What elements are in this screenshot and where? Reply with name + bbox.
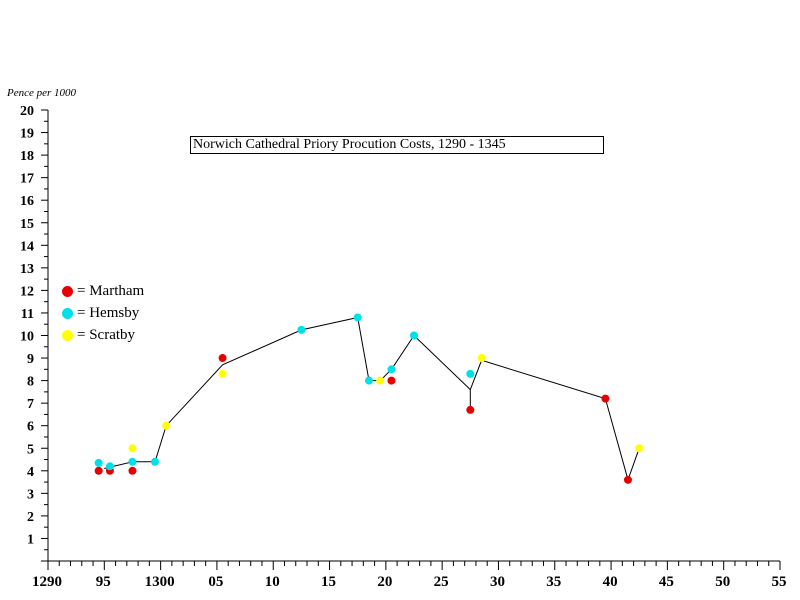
x-tick-label: 10 bbox=[265, 574, 280, 590]
trend-line bbox=[104, 316, 640, 482]
y-tick-label: 12 bbox=[20, 284, 34, 299]
y-tick-label: 6 bbox=[27, 420, 34, 435]
x-tick-label: 30 bbox=[490, 574, 505, 590]
y-tick-label: 3 bbox=[27, 487, 34, 502]
legend-prefix: = bbox=[77, 304, 86, 321]
y-tick-label: 2 bbox=[27, 510, 34, 525]
point-hemsby bbox=[105, 462, 114, 471]
point-hemsby bbox=[466, 369, 475, 378]
y-tick-label: 20 bbox=[20, 104, 34, 119]
y-tick-label: 11 bbox=[21, 307, 34, 322]
y-tick-label: 5 bbox=[27, 442, 34, 457]
trend-line-group bbox=[104, 316, 640, 482]
y-tick-label: 14 bbox=[20, 239, 34, 254]
legend-marker-scratby bbox=[62, 329, 73, 341]
legend: = Martham = Hemsby = Scratby bbox=[62, 280, 144, 346]
point-scratby bbox=[376, 376, 385, 385]
point-scratby bbox=[218, 369, 227, 378]
data-points bbox=[94, 313, 644, 484]
point-hemsby bbox=[387, 365, 396, 374]
point-martham bbox=[218, 354, 227, 363]
y-tick-label: 9 bbox=[27, 352, 34, 367]
y-tick-label: 16 bbox=[20, 194, 34, 209]
x-tick-label: 40 bbox=[603, 574, 618, 590]
legend-item-hemsby: = Hemsby bbox=[62, 302, 144, 324]
x-tick-label: 35 bbox=[546, 574, 561, 590]
y-tick-label: 7 bbox=[27, 397, 34, 412]
point-martham bbox=[466, 405, 475, 414]
legend-label-martham: Martham bbox=[89, 282, 145, 299]
point-hemsby bbox=[353, 313, 362, 322]
point-hemsby bbox=[150, 457, 159, 466]
point-martham bbox=[623, 475, 632, 484]
y-tick-label: 17 bbox=[20, 172, 34, 187]
x-tick-label: 20 bbox=[377, 574, 392, 590]
point-scratby bbox=[635, 444, 644, 453]
x-tick-label: 15 bbox=[321, 574, 336, 590]
legend-item-martham: = Martham bbox=[62, 280, 144, 302]
y-tick-label: 4 bbox=[27, 465, 34, 480]
y-tick-label: 8 bbox=[27, 375, 34, 390]
legend-prefix: = bbox=[77, 282, 86, 299]
x-tick-label: 25 bbox=[434, 574, 449, 590]
y-tick-label: 1 bbox=[27, 532, 34, 547]
chart-title: Norwich Cathedral Priory Procution Costs… bbox=[190, 136, 604, 154]
point-hemsby bbox=[128, 457, 137, 466]
point-martham bbox=[128, 466, 137, 475]
legend-label-hemsby: Hemsby bbox=[89, 304, 140, 321]
y-tick-label: 19 bbox=[20, 127, 34, 142]
x-tick-label: 1290 bbox=[32, 574, 62, 590]
point-hemsby bbox=[94, 458, 103, 467]
legend-marker-martham bbox=[62, 285, 73, 297]
y-axis-unit-label: Pence per 1000 bbox=[7, 87, 77, 99]
point-martham bbox=[94, 466, 103, 475]
legend-marker-hemsby bbox=[62, 307, 73, 319]
point-hemsby bbox=[297, 325, 306, 334]
point-scratby bbox=[162, 421, 171, 430]
x-tick-label: 05 bbox=[208, 574, 223, 590]
y-tick-label: 13 bbox=[20, 262, 34, 277]
legend-label-scratby: Scratby bbox=[89, 326, 136, 343]
y-tick-label: 10 bbox=[20, 330, 34, 345]
legend-item-scratby: = Scratby bbox=[62, 324, 144, 346]
legend-prefix: = bbox=[77, 326, 86, 343]
x-tick-label: 95 bbox=[96, 574, 111, 590]
point-scratby bbox=[128, 444, 137, 453]
x-tick-label: 50 bbox=[715, 574, 730, 590]
point-martham bbox=[387, 376, 396, 385]
point-hemsby bbox=[364, 376, 373, 385]
x-tick-label: 1300 bbox=[145, 574, 175, 590]
point-hemsby bbox=[410, 331, 418, 340]
y-tick-label: 18 bbox=[20, 149, 34, 164]
point-martham bbox=[601, 394, 610, 403]
y-tick-label: 15 bbox=[20, 217, 34, 232]
point-scratby bbox=[477, 354, 486, 363]
x-tick-label: 45 bbox=[659, 574, 674, 590]
x-tick-label: 55 bbox=[772, 574, 787, 590]
